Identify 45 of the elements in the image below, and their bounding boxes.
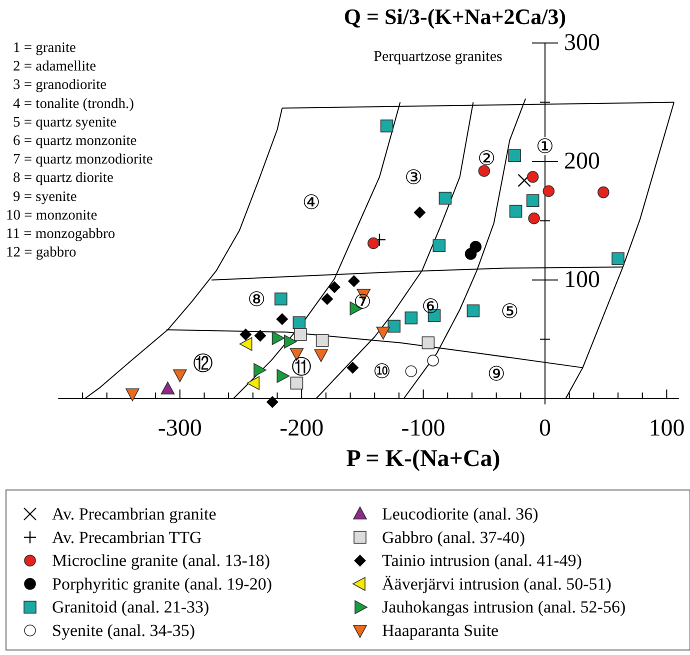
legend-label: Ääverjärvi intrusion (anal. 50-51) — [382, 574, 612, 594]
y-tick-label: 100 — [564, 267, 600, 293]
y-tick-label: 200 — [564, 148, 600, 174]
legend-label: Leucodiorite (anal. 36) — [382, 504, 538, 524]
annotation: 1 = granite — [13, 40, 76, 56]
legend-label: Microcline granite (anal. 13-18) — [52, 551, 270, 570]
annotation: ⑧ — [248, 286, 266, 311]
annotation: 5 = quartz syenite — [13, 114, 117, 130]
x-axis-title: P = K-(Na+Ca) — [346, 446, 500, 472]
annotation: ② — [478, 146, 496, 170]
legend-label: Syenite (anal. 34-35) — [52, 621, 196, 640]
annotation: ⑪ — [292, 354, 312, 379]
legend-label: Porphyritic granite (anal. 19-20) — [52, 574, 272, 594]
annotation: ④ — [302, 190, 320, 214]
legend-label: Av. Precambrian granite — [52, 504, 216, 524]
annotation: 11 = monzogabbro — [6, 226, 116, 242]
legend-label: Gabbro (anal. 37-40) — [382, 528, 526, 547]
annotation: Perquartzose granites — [374, 49, 503, 65]
annotation: 4 = tonalite (trondh.) — [13, 96, 134, 112]
annotation: 9 = syenite — [13, 188, 77, 205]
annotation: 3 = granodiorite — [13, 77, 107, 94]
annotation: ① — [536, 134, 554, 158]
x-tick-label: -300 — [158, 416, 202, 442]
x-tick-label: -100 — [401, 416, 446, 442]
legend-label: Haaparanta Suite — [382, 621, 499, 640]
annotation: 7 = quartz monzodiorite — [13, 152, 153, 168]
annotation: ⑨ — [487, 362, 506, 386]
x-tick-label: 0 — [539, 416, 551, 442]
annotation: 8 = quartz diorite — [13, 170, 114, 186]
legend-label: Av. Precambrian TTG — [52, 528, 202, 547]
annotation: ⑩ — [372, 359, 391, 384]
annotation: 2 = adamellite — [13, 58, 96, 75]
legend-label: Jauhokangas intrusion (anal. 52-56) — [382, 598, 626, 617]
legend-label: Tainio intrusion (anal. 41-49) — [382, 551, 582, 570]
annotation: ⑫ — [193, 350, 214, 375]
legend-label: Granitoid (anal. 21-33) — [52, 598, 210, 617]
x-tick-label: -200 — [280, 416, 324, 442]
annotation: ⑤ — [500, 298, 519, 323]
y-tick-label: 300 — [564, 30, 600, 56]
annotation: 10 = monzonite — [6, 207, 98, 224]
x-tick-label: 100 — [648, 416, 685, 442]
annotation: 6 = quartz monzonite — [13, 133, 137, 149]
annotation: 12 = gabbro — [6, 244, 76, 261]
y-axis-title: Q = Si/3-(K+Na+2Ca/3) — [344, 4, 566, 29]
annotation: ③ — [404, 164, 423, 189]
